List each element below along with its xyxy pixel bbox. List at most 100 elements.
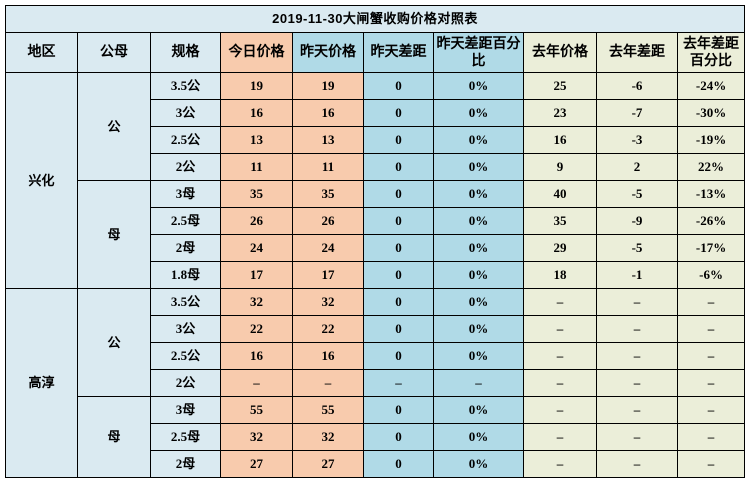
last-year-price-cell: 40	[523, 180, 597, 208]
last-year-diff-cell: –	[596, 423, 678, 451]
yesterday-diff-pct-cell: 0%	[433, 261, 524, 289]
today-price-cell: 35	[220, 180, 293, 208]
last-year-diff-cell: –	[596, 315, 678, 343]
gender-cell: 母	[77, 396, 151, 478]
yesterday-price-cell: 32	[292, 288, 364, 316]
last-year-diff-pct-cell: –	[676, 450, 746, 478]
yesterday-diff-pct-cell: 0%	[433, 288, 524, 316]
yesterday-diff-cell: 0	[363, 180, 434, 208]
last-year-diff-cell: –	[596, 288, 678, 316]
table-row: 2.5公 13 13 0 0% 16 -3 -19%	[6, 126, 746, 154]
yesterday-diff-cell: 0	[363, 315, 434, 343]
today-price-cell: 17	[220, 261, 293, 289]
spec-cell: 1.8母	[150, 261, 221, 289]
today-price-cell: 22	[220, 315, 293, 343]
title-row: 2019-11-30大闸蟹收购价格对照表	[4, 5, 746, 33]
last-year-diff-pct-cell: –	[676, 369, 746, 397]
table-row: 2公 – – – – – – –	[6, 369, 746, 397]
spec-cell: 3.5公	[150, 72, 221, 100]
yesterday-diff-cell: 0	[363, 99, 434, 127]
last-year-price-cell: 35	[523, 207, 597, 235]
yesterday-diff-cell: 0	[363, 450, 434, 478]
last-year-price-cell: –	[523, 315, 597, 343]
spec-cell: 2.5公	[150, 342, 221, 370]
column-header-last_year: 去年价格	[523, 32, 597, 73]
last-year-price-cell: –	[523, 450, 597, 478]
last-year-diff-pct-cell: -13%	[676, 180, 746, 208]
yesterday-price-cell: 17	[292, 261, 364, 289]
yesterday-price-cell: 16	[292, 342, 364, 370]
yesterday-price-cell: –	[292, 369, 364, 397]
last-year-price-cell: –	[523, 396, 597, 424]
yesterday-diff-pct-cell: 0%	[433, 72, 524, 100]
column-header-diff_y: 昨天差距	[363, 32, 434, 73]
crab-price-table: 2019-11-30大闸蟹收购价格对照表 地区 公母 规格 今日价格 昨天价格 昨天差距 昨天…	[4, 5, 746, 478]
yesterday-diff-pct-cell: 0%	[433, 234, 524, 262]
yesterday-diff-pct-cell: 0%	[433, 99, 524, 127]
column-header-row: 地区 公母 规格 今日价格 昨天价格 昨天差距 昨天差距百分比 去年价格 去年差距 去年差距百分比	[5, 32, 746, 73]
last-year-diff-cell: –	[596, 450, 678, 478]
yesterday-diff-pct-cell: 0%	[433, 450, 524, 478]
last-year-diff-cell: –	[596, 396, 678, 424]
yesterday-price-cell: 55	[292, 396, 364, 424]
last-year-price-cell: –	[523, 288, 597, 316]
page-title: 2019-11-30大闸蟹收购价格对照表	[4, 5, 746, 33]
column-header-diff_ly: 去年差距	[596, 32, 678, 73]
spec-cell: 2母	[150, 234, 221, 262]
today-price-cell: 24	[220, 234, 293, 262]
yesterday-diff-pct-cell: 0%	[433, 153, 524, 181]
table-row: 2.5公 16 16 0 0% – – –	[6, 342, 746, 370]
last-year-diff-pct-cell: –	[676, 288, 746, 316]
table-row: 2公 11 11 0 0% 9 2 22%	[6, 153, 746, 181]
last-year-price-cell: 18	[523, 261, 597, 289]
gender-cell: 母	[77, 180, 151, 289]
spec-cell: 3公	[150, 99, 221, 127]
last-year-diff-pct-cell: -19%	[676, 126, 746, 154]
yesterday-diff-cell: 0	[363, 207, 434, 235]
yesterday-diff-pct-cell: 0%	[433, 396, 524, 424]
today-price-cell: 55	[220, 396, 293, 424]
spec-cell: 3公	[150, 315, 221, 343]
today-price-cell: 13	[220, 126, 293, 154]
today-price-cell: –	[220, 369, 293, 397]
yesterday-price-cell: 32	[292, 423, 364, 451]
yesterday-price-cell: 26	[292, 207, 364, 235]
today-price-cell: 32	[220, 423, 293, 451]
today-price-cell: 32	[220, 288, 293, 316]
last-year-diff-pct-cell: –	[676, 342, 746, 370]
spec-cell: 3.5公	[150, 288, 221, 316]
yesterday-diff-pct-cell: 0%	[433, 180, 524, 208]
last-year-diff-pct-cell: -6%	[676, 261, 746, 289]
yesterday-diff-cell: 0	[363, 396, 434, 424]
column-header-gender: 公母	[77, 32, 151, 73]
last-year-price-cell: 29	[523, 234, 597, 262]
table-row: 兴化公 3.5公 19 19 0 0% 25 -6 -24%	[5, 72, 746, 289]
yesterday-price-cell: 11	[292, 153, 364, 181]
region-cell: 兴化	[5, 72, 78, 289]
spec-cell: 2.5母	[150, 207, 221, 235]
table-row: 1.8母 17 17 0 0% 18 -1 -6%	[6, 261, 746, 289]
spec-cell: 2.5公	[150, 126, 221, 154]
yesterday-price-cell: 19	[292, 72, 364, 100]
last-year-diff-cell: -3	[596, 126, 678, 154]
today-price-cell: 11	[220, 153, 293, 181]
table-row: 高淳公 3.5公 32 32 0 0% – – –	[5, 288, 746, 478]
last-year-diff-cell: 2	[596, 153, 678, 181]
yesterday-diff-cell: 0	[363, 126, 434, 154]
yesterday-diff-cell: 0	[363, 342, 434, 370]
yesterday-diff-cell: 0	[363, 234, 434, 262]
yesterday-diff-pct-cell: 0%	[433, 315, 524, 343]
table-row: 2.5母 32 32 0 0% – – –	[6, 423, 746, 451]
last-year-diff-cell: -7	[596, 99, 678, 127]
yesterday-diff-pct-cell: 0%	[433, 207, 524, 235]
last-year-diff-pct-cell: –	[676, 396, 746, 424]
yesterday-diff-cell: 0	[363, 423, 434, 451]
yesterday-price-cell: 16	[292, 99, 364, 127]
spec-cell: 2.5母	[150, 423, 221, 451]
last-year-diff-pct-cell: -17%	[676, 234, 746, 262]
last-year-price-cell: –	[523, 369, 597, 397]
last-year-diff-pct-cell: -24%	[676, 72, 746, 100]
yesterday-diff-pct-cell: –	[433, 369, 524, 397]
table-row: 母 3母 55 55 0 0% – – –	[6, 396, 746, 478]
today-price-cell: 26	[220, 207, 293, 235]
